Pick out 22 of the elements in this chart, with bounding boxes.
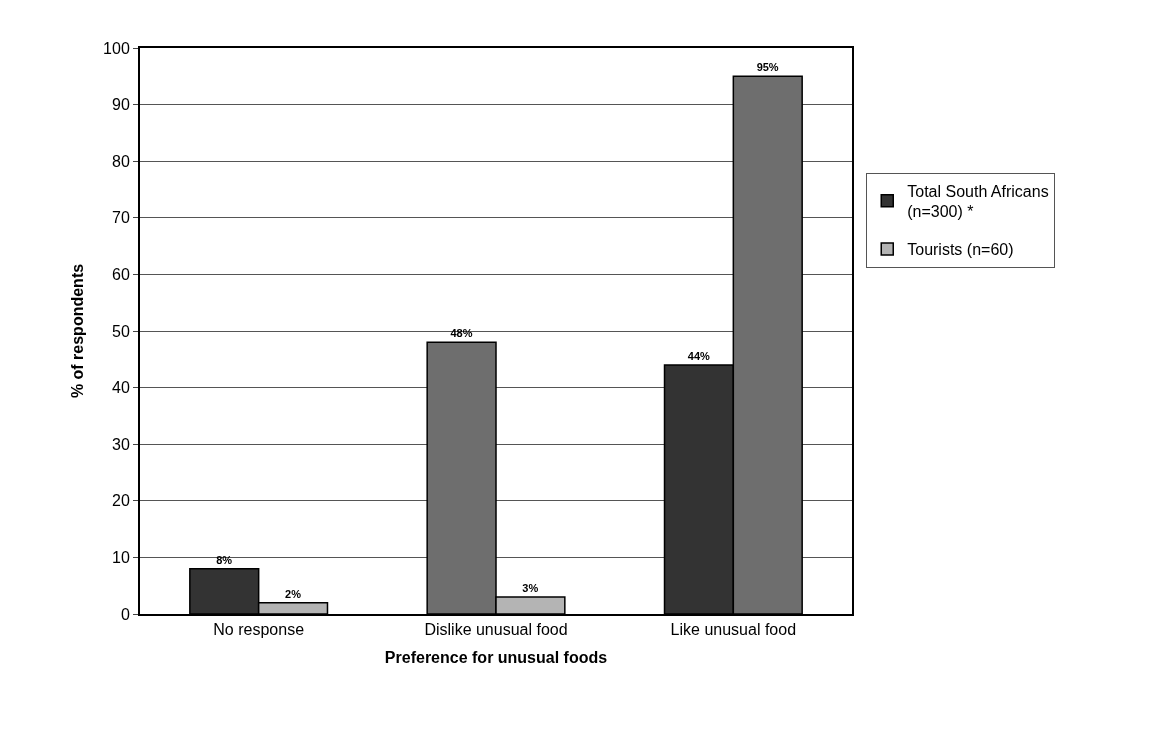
y-tick-label: 90 xyxy=(112,96,130,114)
y-axis-title: % of respondents xyxy=(69,263,87,399)
legend-label: Tourists (n=60) xyxy=(907,241,1014,259)
data-label: 95% xyxy=(756,61,779,74)
y-tick-label: 10 xyxy=(112,549,130,566)
y-tick-label: 50 xyxy=(112,322,130,340)
x-tick-label: No response xyxy=(213,621,305,639)
y-tick-label: 40 xyxy=(112,379,130,397)
y-tick-label: 20 xyxy=(112,492,130,510)
y-tick-label: 30 xyxy=(112,435,130,453)
data-label: 3% xyxy=(522,582,539,595)
y-tick-label: 80 xyxy=(112,152,130,170)
y-tick-label: 60 xyxy=(112,266,130,283)
x-axis-title: Preference for unusual foods xyxy=(384,649,608,667)
x-tick-label: Like unusual food xyxy=(670,621,797,639)
y-tick-label: 0 xyxy=(120,605,130,623)
x-tick-label: Dislike unusual food xyxy=(424,621,568,639)
legend-label: Total South Africans (n=300) * xyxy=(907,182,1049,221)
data-label: 2% xyxy=(285,587,302,600)
y-tick-label: 100 xyxy=(103,39,130,57)
y-tick-label: 70 xyxy=(112,209,130,227)
data-label: 44% xyxy=(687,349,711,362)
